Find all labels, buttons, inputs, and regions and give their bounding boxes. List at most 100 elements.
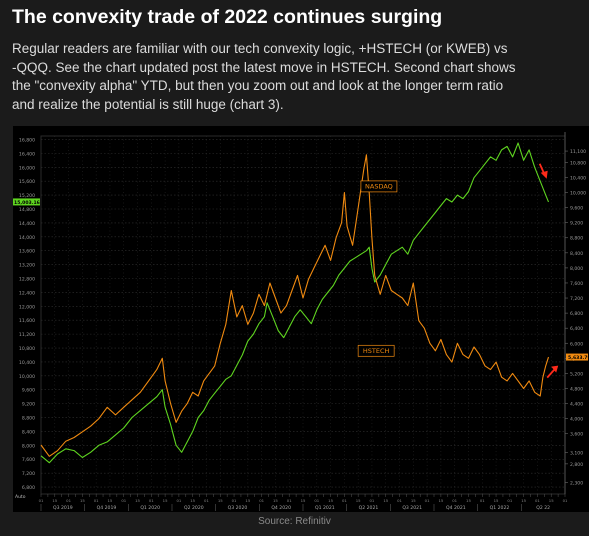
- x-day-label: 15: [494, 498, 499, 503]
- series-layer: [40, 142, 550, 464]
- auto-label: Auto: [15, 494, 26, 500]
- left-tick-label: 16,400: [19, 151, 35, 157]
- x-day-label: 01: [94, 498, 99, 503]
- left-tick-label: 14,400: [19, 221, 35, 227]
- right-value-badge: [566, 353, 588, 361]
- x-day-label: 15: [52, 498, 57, 503]
- series-line-hstech: [40, 154, 550, 457]
- x-period-label: Q1 2021: [315, 505, 335, 511]
- right-tick-label: 10,000: [570, 191, 586, 197]
- left-tick-label: 16,000: [19, 165, 35, 171]
- chart-container: 6,800 7,200 7,600 8,000 8,400 8,800 9,200 9,600…: [13, 126, 589, 512]
- x-day-label: 01: [563, 498, 568, 503]
- chart-source: Source: Refinitiv: [258, 516, 331, 527]
- right-tick-label: 8,400: [570, 251, 583, 257]
- left-tick-label: 6,800: [22, 485, 35, 491]
- x-day-label: 15: [549, 498, 554, 503]
- article-title: The convexity trade of 2022 continues su…: [12, 6, 443, 28]
- right-tick-label: 6,400: [570, 326, 583, 332]
- x-period-label: Q2 22: [536, 505, 550, 511]
- left-tick-label: 10,400: [19, 360, 35, 366]
- right-tick-label: 2,300: [570, 481, 583, 487]
- left-tick-label: 8,800: [22, 416, 35, 422]
- right-tick-label: 4,400: [570, 402, 583, 408]
- left-tick-label: 7,200: [22, 471, 35, 477]
- left-tick-label: 8,000: [22, 443, 35, 449]
- x-period-label: Q1 2020: [140, 505, 160, 511]
- right-tick-label: 4,800: [570, 386, 583, 392]
- left-tick-label: 12,800: [19, 277, 35, 283]
- left-tick-label: 16,800: [19, 137, 35, 143]
- left-tick-label: 9,200: [22, 402, 35, 408]
- x-day-label: 01: [480, 498, 485, 503]
- grid-layer: [40, 135, 566, 495]
- right-tick-label: 3,600: [570, 432, 583, 438]
- paragraph-line: -QQQ. See the chart updated post the lat…: [12, 59, 516, 75]
- left-tick-label: 11,600: [19, 318, 35, 324]
- right-tick-label: 7,200: [570, 296, 583, 302]
- right-tick-label: 8,000: [570, 266, 583, 272]
- x-day-label: 15: [135, 498, 140, 503]
- right-tick-label: 6,000: [570, 341, 583, 347]
- paragraph-line: the "convexity alpha" YTD, but then you …: [12, 78, 504, 93]
- x-period-label: Q1 2022: [490, 505, 510, 511]
- right-tick-label: 2,800: [570, 462, 583, 468]
- x-day-label: 15: [466, 498, 471, 503]
- arrow-up-head: [551, 365, 559, 373]
- right-tick-label: 10,400: [570, 175, 586, 181]
- x-day-label: 01: [342, 498, 347, 503]
- right-tick-label: 5,200: [570, 371, 583, 377]
- paragraph-line: and realize the potential is still huge …: [12, 96, 284, 112]
- x-day-label: 01: [535, 498, 540, 503]
- annotation-layer: NASDAQ HSTECH: [357, 163, 559, 379]
- x-day-label: 15: [273, 498, 278, 503]
- right-tick-label: 10,800: [570, 160, 586, 166]
- x-period-label: Q2 2021: [359, 505, 379, 511]
- x-day-label: 01: [204, 498, 209, 503]
- article-paragraph: Regular readers are familiar with our te…: [12, 40, 589, 114]
- right-axis: 2,300 2,800 3,100 3,600 4,000 4,400 4,800 5,200…: [564, 132, 589, 494]
- left-tick-label: 15,600: [19, 179, 35, 185]
- x-day-label: 15: [411, 498, 416, 503]
- annotation-label: HSTECH: [363, 347, 390, 355]
- x-day-label: 15: [356, 498, 361, 503]
- x-day-label: 15: [80, 498, 85, 503]
- annotation-label: NASDAQ: [365, 183, 393, 191]
- x-day-label: 01: [39, 498, 44, 503]
- left-tick-label: 7,600: [22, 457, 35, 463]
- chart-svg: 6,800 7,200 7,600 8,000 8,400 8,800 9,200 9,600…: [13, 132, 589, 511]
- left-tick-label: 9,600: [22, 388, 35, 394]
- x-period-label: Q4 2019: [97, 505, 117, 511]
- left-tick-label: 12,400: [19, 290, 35, 296]
- x-day-label: 15: [245, 498, 250, 503]
- right-tick-label: 6,800: [570, 311, 583, 317]
- paragraph-line: Regular readers are familiar with our te…: [12, 41, 508, 56]
- x-day-label: 15: [438, 498, 443, 503]
- annotation-box: [357, 344, 395, 357]
- right-value-text: 5,633.79: [568, 355, 589, 361]
- x-day-label: 15: [383, 498, 388, 503]
- x-axis: 01 15 01 15 01 15 01 15 01 15 01 15 01 15 01 15 01 15 01 15…: [15, 494, 568, 511]
- x-day-label: 01: [314, 498, 319, 503]
- left-tick-label: 11,200: [19, 332, 35, 338]
- x-day-label: 01: [121, 498, 126, 503]
- x-day-label: 01: [259, 498, 264, 503]
- x-day-label: 15: [328, 498, 333, 503]
- x-day-label: 01: [397, 498, 402, 503]
- left-tick-label: 12,000: [19, 304, 35, 310]
- x-period-label: Q4 2020: [271, 505, 291, 511]
- left-tick-label: 15,200: [19, 193, 35, 199]
- left-tick-label: 14,800: [19, 207, 35, 213]
- x-day-label: 01: [452, 498, 457, 503]
- x-day-label: 15: [108, 498, 113, 503]
- arrow-up-shaft: [546, 368, 556, 379]
- left-axis: 6,800 7,200 7,600 8,000 8,400 8,800 9,200 9,600…: [13, 137, 40, 491]
- x-day-label: 01: [176, 498, 181, 503]
- x-day-label: 15: [218, 498, 223, 503]
- right-tick-label: 9,600: [570, 206, 583, 212]
- x-day-label: 01: [66, 498, 71, 503]
- arrow-down-head: [540, 170, 548, 179]
- x-day-label: 01: [287, 498, 292, 503]
- left-tick-label: 13,600: [19, 249, 35, 255]
- left-tick-label: 13,200: [19, 263, 35, 269]
